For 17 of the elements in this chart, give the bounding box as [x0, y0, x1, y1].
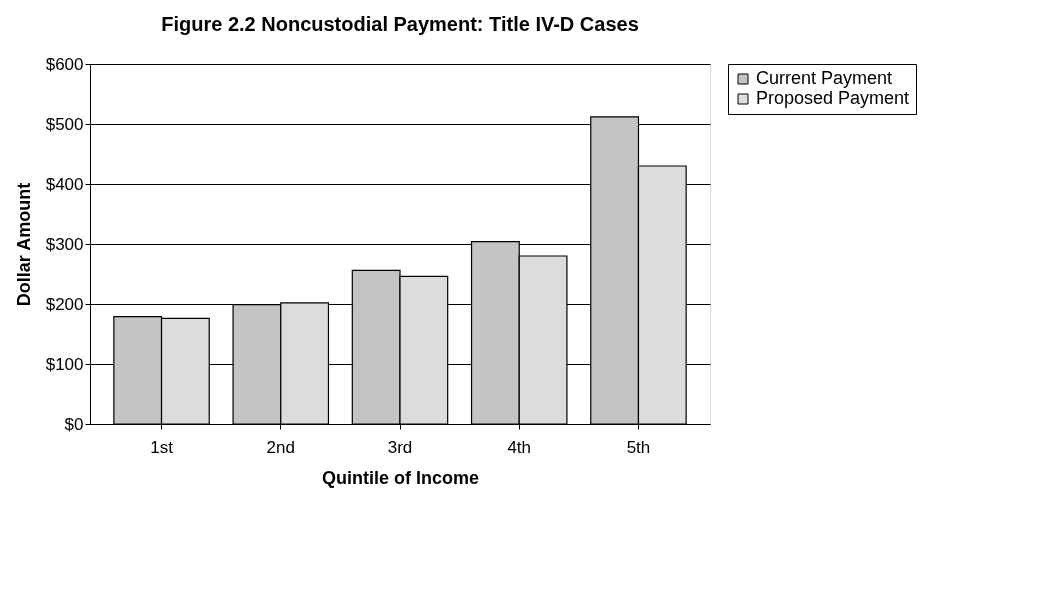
y-tick-label: $600: [45, 54, 84, 74]
y-tick-label: $200: [45, 294, 84, 314]
chart-title: Figure 2.2 Noncustodial Payment: Title IV-D Cases: [161, 13, 639, 35]
y-tick-label: $0: [64, 414, 84, 434]
x-tick-label: 5th: [626, 437, 651, 457]
y-tick-label: $500: [45, 114, 84, 134]
x-tick-label: 2nd: [266, 437, 295, 457]
x-tick-label: 1st: [150, 437, 174, 457]
y-tick-label: $300: [45, 234, 84, 254]
y-tick-label: $400: [45, 174, 84, 194]
legend-label: Current Payment: [756, 68, 893, 88]
x-tick-label: 4th: [507, 437, 532, 457]
y-tick-label: $100: [45, 354, 84, 374]
legend-label: Proposed Payment: [756, 88, 910, 108]
x-tick-label: 3rd: [387, 437, 413, 457]
y-axis-title: Dollar Amount: [13, 182, 34, 307]
x-axis-title: Quintile of Income: [321, 467, 480, 488]
